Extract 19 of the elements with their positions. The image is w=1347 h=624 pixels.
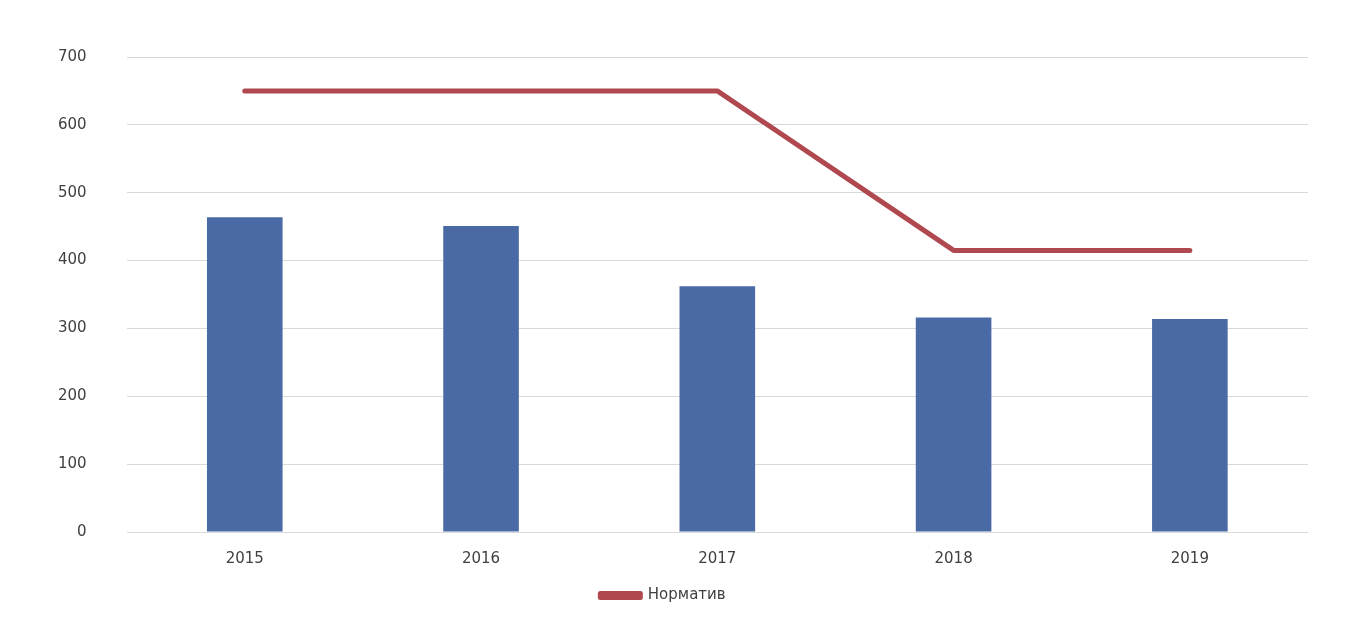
bar bbox=[206, 217, 283, 532]
y-tick-label: 700 bbox=[57, 46, 87, 65]
y-tick-label: 0 bbox=[77, 521, 87, 540]
y-tick-label: 500 bbox=[57, 182, 87, 201]
y-tick-label: 300 bbox=[57, 318, 87, 337]
bar bbox=[915, 317, 992, 532]
legend-label: Норматив bbox=[647, 585, 726, 604]
y-tick-label: 200 bbox=[57, 386, 87, 405]
x-tick-label: 2016 bbox=[461, 548, 501, 567]
x-tick-label: 2019 bbox=[1170, 548, 1209, 567]
x-tick-label: 2017 bbox=[698, 548, 737, 567]
y-tick-label: 100 bbox=[57, 454, 87, 473]
x-tick-label: 2015 bbox=[225, 548, 264, 567]
bar bbox=[1152, 318, 1228, 532]
y-tick-label: 400 bbox=[57, 250, 87, 269]
bar bbox=[679, 286, 756, 532]
y-tick-label: 600 bbox=[57, 114, 87, 133]
x-tick-label: 2018 bbox=[934, 548, 973, 567]
bar bbox=[443, 225, 519, 532]
